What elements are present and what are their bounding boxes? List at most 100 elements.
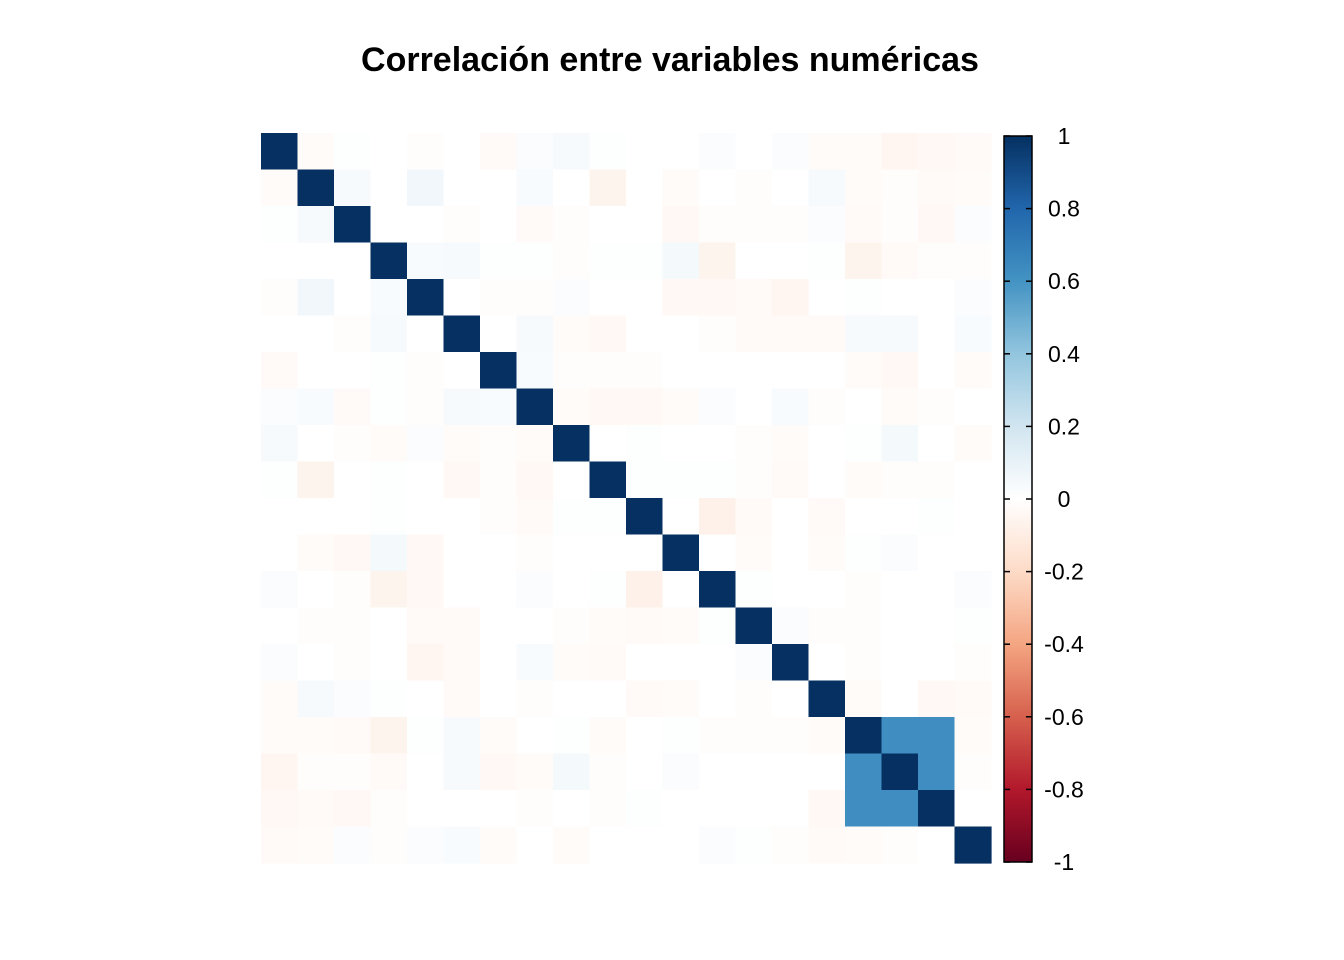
heatmap-cell: [334, 644, 372, 682]
heatmap-cell: [407, 607, 445, 645]
heatmap-cell: [516, 242, 554, 280]
heatmap-cell: [626, 425, 664, 463]
heatmap-cell: [808, 425, 846, 463]
heatmap-cell: [516, 352, 554, 390]
heatmap-cell: [845, 133, 883, 171]
heatmap-cell: [516, 571, 554, 609]
heatmap-cell: [334, 169, 372, 207]
heatmap-cell: [918, 133, 956, 171]
heatmap-cell: [297, 753, 335, 791]
heatmap-cell: [516, 315, 554, 353]
heatmap-cell: [261, 352, 299, 390]
heatmap-cell: [516, 279, 554, 317]
heatmap-cell: [808, 169, 846, 207]
colorbar-tick-label: 0.2: [1048, 413, 1080, 439]
heatmap-cell: [443, 498, 481, 536]
heatmap-cell: [407, 644, 445, 682]
heatmap-cell: [918, 315, 956, 353]
heatmap-cell: [699, 607, 737, 645]
heatmap-cell: [626, 826, 664, 864]
heatmap-cell: [480, 315, 518, 353]
heatmap-cell: [297, 571, 335, 609]
heatmap-cell: [261, 388, 299, 426]
heatmap-cell: [480, 352, 518, 390]
heatmap-cell: [954, 461, 992, 499]
heatmap-cell: [553, 169, 591, 207]
heatmap-cell: [881, 534, 919, 572]
heatmap-cell: [370, 680, 408, 718]
heatmap-cell: [954, 242, 992, 280]
heatmap-cell: [297, 352, 335, 390]
heatmap-cell: [845, 169, 883, 207]
heatmap-cell: [407, 352, 445, 390]
heatmap-cell: [954, 534, 992, 572]
heatmap-cell: [261, 571, 299, 609]
heatmap-cell: [407, 571, 445, 609]
heatmap-cell: [918, 607, 956, 645]
heatmap-cell: [370, 571, 408, 609]
heatmap-cell: [845, 644, 883, 682]
heatmap-cell: [553, 242, 591, 280]
heatmap-cell: [881, 461, 919, 499]
heatmap-cell: [662, 315, 700, 353]
heatmap-cell: [370, 206, 408, 244]
heatmap-cell: [443, 826, 481, 864]
heatmap-cell: [918, 242, 956, 280]
heatmap-cell: [626, 461, 664, 499]
heatmap-cell: [808, 133, 846, 171]
heatmap-cell: [589, 133, 627, 171]
heatmap-cell: [699, 826, 737, 864]
heatmap-cell: [845, 717, 883, 755]
heatmap-cell: [845, 753, 883, 791]
heatmap-cell: [589, 461, 627, 499]
heatmap-cell: [516, 425, 554, 463]
heatmap-cell: [516, 206, 554, 244]
colorbar-tick-label: -0.8: [1044, 776, 1084, 802]
heatmap-cell: [881, 352, 919, 390]
heatmap-cell: [480, 461, 518, 499]
heatmap-cell: [516, 790, 554, 828]
heatmap-cell: [772, 790, 810, 828]
heatmap-cell: [261, 753, 299, 791]
colorbar-tick-label: 0.6: [1048, 268, 1080, 294]
heatmap-cell: [772, 169, 810, 207]
heatmap-cell: [443, 753, 481, 791]
heatmap-cell: [553, 315, 591, 353]
heatmap-cell: [881, 425, 919, 463]
heatmap-cell: [553, 133, 591, 171]
heatmap-cell: [553, 753, 591, 791]
heatmap-cell: [443, 607, 481, 645]
heatmap-cell: [553, 790, 591, 828]
heatmap-cell: [261, 242, 299, 280]
heatmap-cell: [662, 388, 700, 426]
heatmap-cell: [735, 534, 773, 572]
heatmap-cell: [662, 425, 700, 463]
heatmap-cell: [881, 388, 919, 426]
heatmap-cell: [772, 571, 810, 609]
heatmap-cell: [297, 461, 335, 499]
heatmap-cell: [370, 607, 408, 645]
heatmap-cell: [772, 644, 810, 682]
heatmap-cell: [297, 388, 335, 426]
heatmap-cell: [516, 607, 554, 645]
heatmap-cell: [516, 717, 554, 755]
heatmap-cell: [626, 206, 664, 244]
heatmap-cell: [297, 680, 335, 718]
heatmap-cell: [699, 461, 737, 499]
colorbar-tick-label: -0.2: [1044, 559, 1084, 585]
heatmap-cell: [370, 753, 408, 791]
heatmap-cell: [407, 133, 445, 171]
heatmap-cell: [808, 571, 846, 609]
heatmap-cell: [407, 534, 445, 572]
heatmap-cell: [735, 279, 773, 317]
heatmap-cell: [334, 388, 372, 426]
heatmap-cell: [918, 571, 956, 609]
heatmap-cell: [516, 169, 554, 207]
colorbar-tick-label: 0.4: [1048, 341, 1080, 367]
heatmap-cell: [699, 753, 737, 791]
heatmap-cell: [553, 279, 591, 317]
heatmap-cell: [845, 315, 883, 353]
heatmap-cell: [881, 826, 919, 864]
heatmap-cell: [662, 644, 700, 682]
